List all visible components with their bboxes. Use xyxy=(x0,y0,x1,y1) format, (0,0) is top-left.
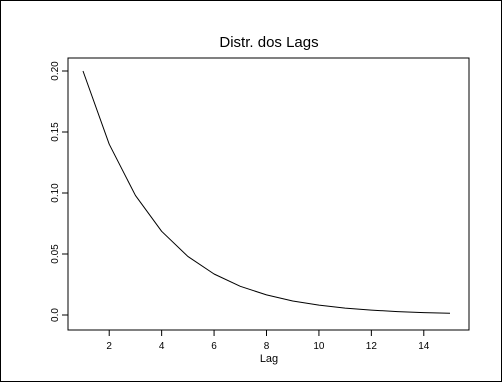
x-tick-label: 14 xyxy=(418,341,430,352)
x-tick-label: 8 xyxy=(264,341,270,352)
x-tick-label: 10 xyxy=(313,341,325,352)
y-axis: 0.0 0.05 0.10 0.15 0.20 xyxy=(50,61,68,322)
x-tick-label: 6 xyxy=(211,341,217,352)
x-axis-label: Lag xyxy=(260,353,278,365)
x-tick-label: 12 xyxy=(366,341,378,352)
y-tick-label: 0.0 xyxy=(50,308,61,322)
chart-title: Distr. dos Lags xyxy=(219,34,318,51)
y-tick-label: 0.05 xyxy=(50,244,61,264)
x-tick-label: 4 xyxy=(159,341,165,352)
y-tick-label: 0.20 xyxy=(50,61,61,81)
y-tick-label: 0.15 xyxy=(50,122,61,142)
series-line-0 xyxy=(82,70,451,314)
x-axis: 2 4 6 8 10 12 14 xyxy=(106,330,430,352)
plot-frame xyxy=(67,57,470,331)
y-tick-label: 0.10 xyxy=(50,183,61,203)
series-group xyxy=(82,70,451,314)
x-tick-label: 2 xyxy=(106,341,112,352)
